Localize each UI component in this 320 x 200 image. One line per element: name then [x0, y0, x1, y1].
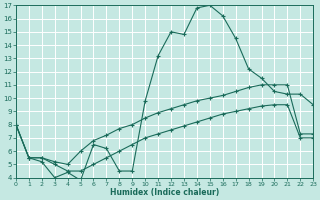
X-axis label: Humidex (Indice chaleur): Humidex (Indice chaleur) [110, 188, 219, 197]
